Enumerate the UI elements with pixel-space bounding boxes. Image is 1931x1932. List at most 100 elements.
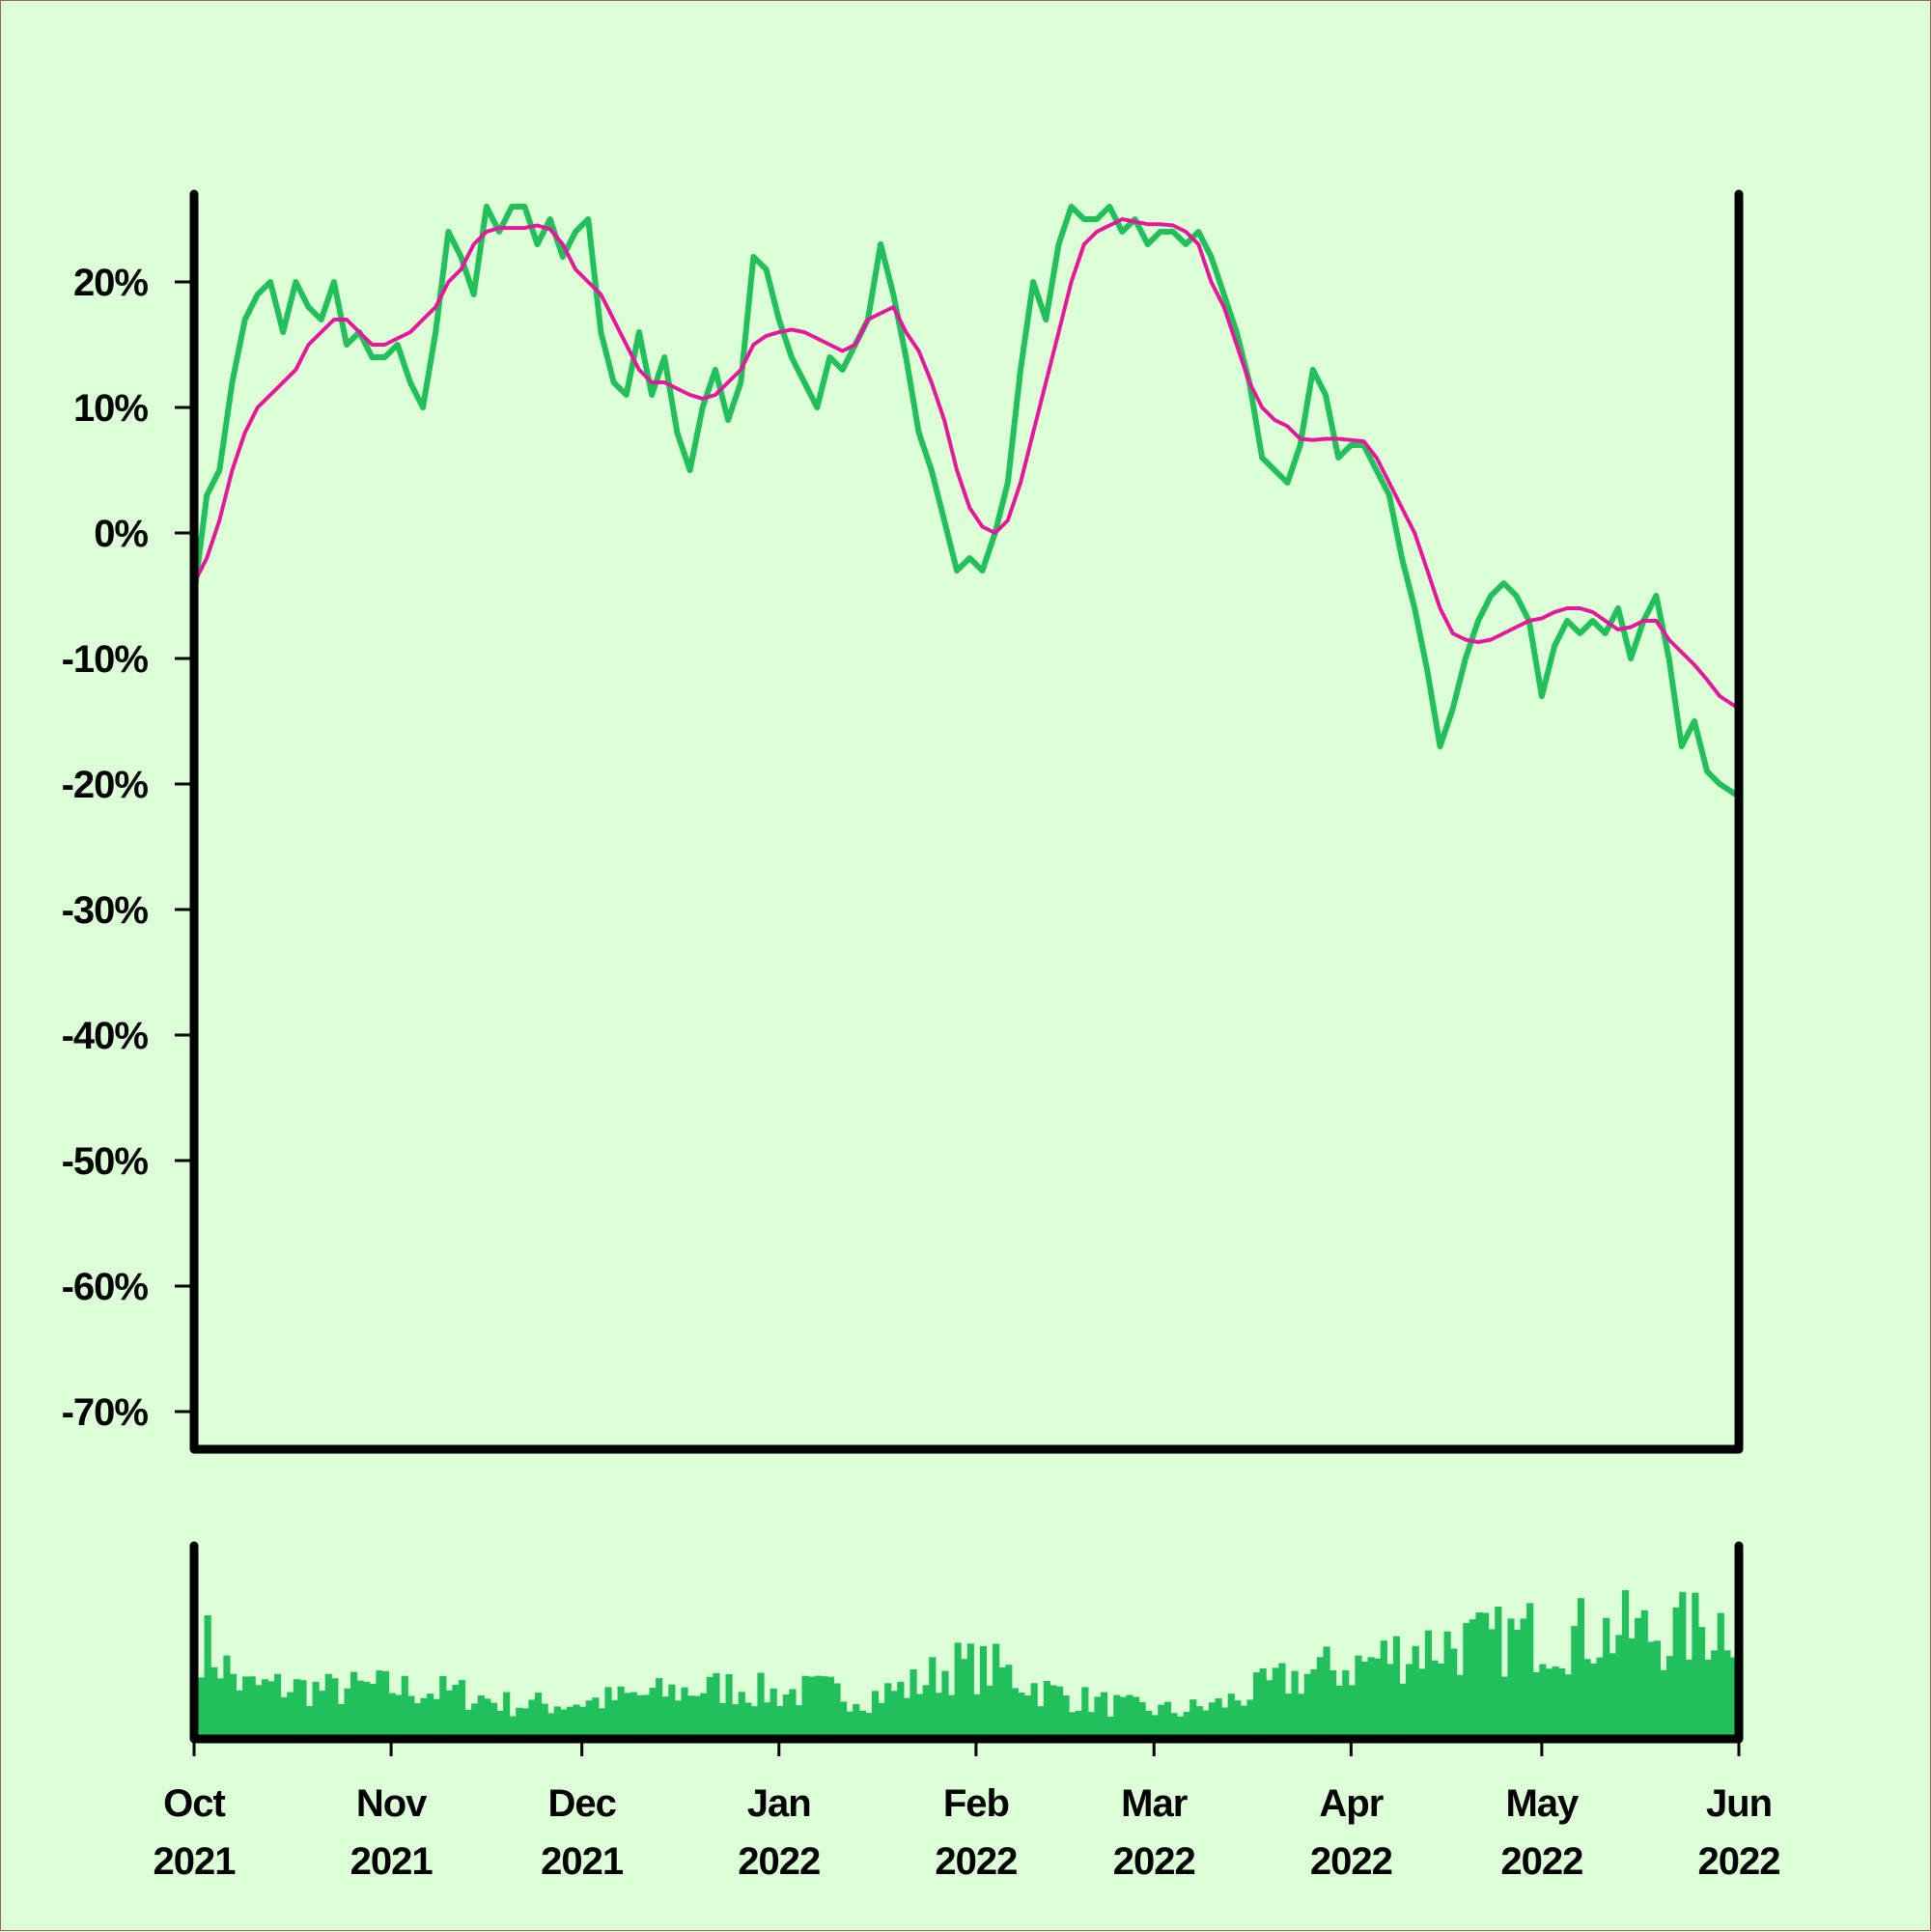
volume-bar [331, 1678, 339, 1739]
volume-plot-frame [189, 1541, 1744, 1744]
volume-bar [776, 1705, 784, 1739]
volume-bar [821, 1676, 828, 1739]
volume-bar [1640, 1610, 1648, 1739]
volume-bar [1418, 1668, 1426, 1739]
volume-bar [1717, 1612, 1724, 1739]
volume-bar [1380, 1640, 1387, 1739]
volume-bar [312, 1681, 320, 1739]
volume-bar [1635, 1617, 1642, 1739]
volume-bar [966, 1643, 974, 1739]
volume-bar [471, 1703, 479, 1739]
x-tick-month: May [1505, 1782, 1580, 1825]
volume-bar [1069, 1712, 1077, 1739]
volume-bar [782, 1694, 790, 1739]
volume-bar [490, 1702, 498, 1739]
volume-bar [617, 1686, 625, 1739]
volume-bar [1539, 1664, 1547, 1739]
volume-bar [1711, 1650, 1719, 1739]
volume-bar [884, 1683, 892, 1739]
x-axis-ticks: Oct 2021 Nov 2021 Dec 2021 Jan 2022 Feb 2022 Mar 20… [154, 1739, 1780, 1883]
x-tick-year: 2021 [541, 1840, 624, 1883]
y-tick-label: -70% [62, 1391, 149, 1434]
volume-bar [1628, 1638, 1636, 1739]
volume-bar [407, 1695, 415, 1739]
volume-bar [1577, 1598, 1584, 1739]
volume-bar [961, 1659, 968, 1739]
volume-bar [1488, 1629, 1496, 1739]
volume-bar [1310, 1669, 1318, 1739]
volume-bar [547, 1713, 555, 1739]
volume-bar [1246, 1699, 1254, 1739]
volume-bar [929, 1657, 937, 1739]
volume-bar [1360, 1661, 1369, 1739]
x-tick-year: 2022 [1500, 1840, 1582, 1883]
volume-bar [1355, 1655, 1362, 1739]
volume-bar [718, 1702, 727, 1739]
volume-bar [413, 1703, 422, 1739]
volume-bar [713, 1672, 720, 1739]
main-plot-frame [189, 189, 1744, 1454]
volume-bar [484, 1698, 491, 1739]
volume-bar [744, 1702, 752, 1739]
volume-bar [1113, 1694, 1121, 1739]
volume-bar [757, 1672, 765, 1739]
volume-bar [1723, 1650, 1731, 1739]
volume-bar [1011, 1688, 1019, 1739]
volume-bar [1348, 1685, 1356, 1739]
y-tick-label: -50% [62, 1140, 149, 1183]
volume-bar [521, 1708, 529, 1739]
volume-bar [789, 1689, 797, 1739]
volume-bar [865, 1713, 873, 1739]
volume-bar [1158, 1704, 1165, 1739]
volume-bar [293, 1679, 300, 1739]
volume-bar [1272, 1667, 1279, 1739]
volume-bar [541, 1703, 548, 1739]
volume-bar [369, 1684, 377, 1739]
volume-bar [808, 1676, 816, 1739]
volume-bar [853, 1704, 860, 1739]
x-tick-year: 2022 [935, 1840, 1017, 1883]
volume-bar [1406, 1664, 1413, 1739]
volume-bar [560, 1709, 568, 1739]
volume-bar [801, 1675, 809, 1739]
volume-bar [1589, 1663, 1598, 1739]
volume-bar [1208, 1702, 1217, 1739]
volume-bar [1660, 1669, 1667, 1739]
volume-bar [528, 1699, 536, 1739]
volume-bar [1215, 1698, 1222, 1739]
x-tick-month: Feb [943, 1782, 1009, 1825]
volume-bar [1075, 1710, 1082, 1739]
volume-bar [656, 1678, 663, 1739]
moving-average-line [192, 217, 1741, 711]
volume-bar [1437, 1663, 1445, 1739]
volume-bar [1374, 1658, 1382, 1739]
y-tick-label: -30% [62, 889, 149, 932]
volume-bar [337, 1703, 346, 1739]
volume-bar [833, 1683, 841, 1739]
x-tick-year: 2021 [154, 1840, 237, 1883]
volume-bar [674, 1700, 683, 1739]
volume-bar [1335, 1685, 1343, 1739]
volume-bar [979, 1645, 988, 1739]
volume-bar [592, 1697, 600, 1739]
volume-bar [1005, 1665, 1013, 1739]
x-tick-month: Mar [1121, 1782, 1188, 1825]
volume-bar [401, 1675, 408, 1739]
volume-bar [1692, 1592, 1699, 1739]
volume-bar [738, 1692, 745, 1739]
volume-bar [986, 1685, 993, 1739]
y-tick-label: -60% [62, 1266, 149, 1308]
volume-bar [1055, 1686, 1064, 1739]
volume-bar [287, 1692, 294, 1739]
volume-bar [1392, 1636, 1401, 1739]
volume-bar [420, 1697, 428, 1739]
volume-bar [1043, 1680, 1050, 1739]
volume-bar [610, 1699, 619, 1739]
volume-bar [668, 1684, 676, 1739]
volume-bar [376, 1670, 383, 1739]
volume-bar [732, 1704, 740, 1739]
x-tick-month: Dec [547, 1782, 616, 1825]
volume-bar [210, 1666, 218, 1739]
x-tick-year: 2022 [738, 1840, 820, 1883]
volume-bar [1469, 1619, 1477, 1739]
